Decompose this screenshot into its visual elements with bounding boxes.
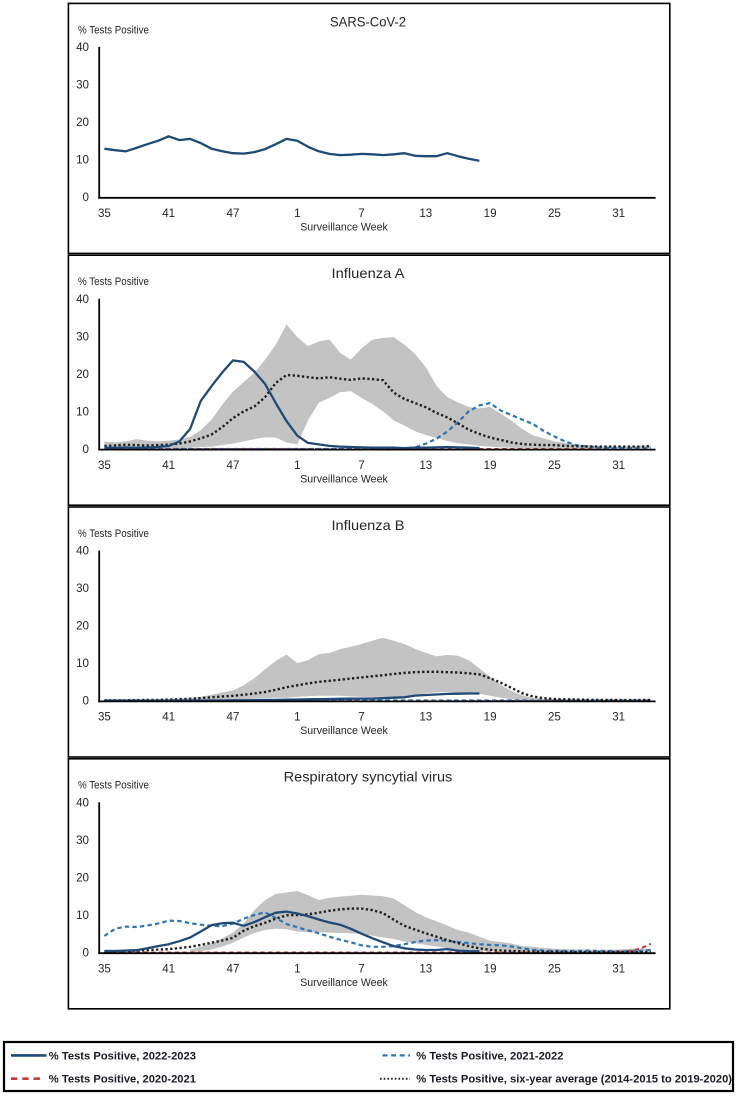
svg-text:1: 1 (294, 459, 300, 472)
svg-text:10: 10 (76, 405, 89, 418)
svg-text:Surveillance Week: Surveillance Week (300, 473, 388, 485)
svg-text:40: 40 (76, 293, 89, 306)
svg-text:25: 25 (548, 207, 561, 220)
svg-text:47: 47 (227, 711, 240, 724)
svg-text:35: 35 (98, 207, 111, 220)
svg-text:% Tests Positive: % Tests Positive (78, 528, 149, 540)
svg-text:Respiratory syncytial virus: Respiratory syncytial virus (284, 770, 453, 785)
svg-text:30: 30 (76, 330, 89, 343)
svg-text:47: 47 (227, 962, 240, 975)
svg-text:41: 41 (162, 207, 175, 220)
svg-text:7: 7 (358, 711, 364, 724)
svg-text:1: 1 (294, 207, 300, 220)
svg-text:% Tests Positive: % Tests Positive (78, 780, 149, 792)
svg-text:1: 1 (294, 962, 300, 975)
svg-text:% Tests Positive, 2020-2021: % Tests Positive, 2020-2021 (49, 1074, 196, 1086)
svg-text:10: 10 (76, 909, 89, 922)
svg-text:0: 0 (83, 946, 89, 959)
svg-text:% Tests Positive, 2022-2023: % Tests Positive, 2022-2023 (49, 1050, 196, 1062)
svg-text:30: 30 (76, 79, 89, 92)
svg-text:% Tests Positive: % Tests Positive (78, 24, 149, 36)
svg-text:19: 19 (484, 459, 497, 472)
svg-text:10: 10 (76, 657, 89, 670)
svg-text:10: 10 (76, 154, 89, 167)
svg-text:1: 1 (294, 711, 300, 724)
svg-text:13: 13 (419, 459, 432, 472)
svg-text:25: 25 (548, 962, 561, 975)
svg-text:Surveillance Week: Surveillance Week (300, 222, 388, 234)
svg-text:20: 20 (76, 871, 89, 884)
svg-text:13: 13 (419, 711, 432, 724)
svg-text:47: 47 (227, 459, 240, 472)
svg-text:30: 30 (76, 582, 89, 595)
svg-text:7: 7 (358, 207, 364, 220)
svg-text:Influenza A: Influenza A (332, 266, 406, 281)
svg-text:% Tests Positive: % Tests Positive (78, 276, 149, 288)
svg-text:41: 41 (162, 711, 175, 724)
svg-text:25: 25 (548, 459, 561, 472)
svg-text:13: 13 (419, 207, 432, 220)
svg-text:19: 19 (484, 711, 497, 724)
svg-text:19: 19 (484, 962, 497, 975)
svg-text:% Tests Positive, 2021-2022: % Tests Positive, 2021-2022 (416, 1050, 563, 1062)
svg-text:41: 41 (162, 459, 175, 472)
svg-text:0: 0 (83, 191, 89, 204)
svg-text:20: 20 (76, 116, 89, 129)
svg-text:40: 40 (76, 41, 89, 54)
svg-text:31: 31 (612, 459, 625, 472)
svg-text:7: 7 (358, 962, 364, 975)
svg-text:Surveillance Week: Surveillance Week (300, 977, 388, 989)
svg-text:40: 40 (76, 796, 89, 809)
svg-text:20: 20 (76, 620, 89, 633)
svg-text:31: 31 (612, 962, 625, 975)
svg-text:19: 19 (484, 207, 497, 220)
svg-text:35: 35 (98, 459, 111, 472)
svg-text:13: 13 (419, 962, 432, 975)
svg-text:SARS-CoV-2: SARS-CoV-2 (330, 14, 406, 29)
svg-text:35: 35 (98, 962, 111, 975)
svg-text:0: 0 (83, 695, 89, 708)
svg-text:31: 31 (612, 207, 625, 220)
svg-text:20: 20 (76, 368, 89, 381)
svg-text:40: 40 (76, 545, 89, 558)
svg-text:Surveillance Week: Surveillance Week (300, 725, 388, 737)
svg-text:35: 35 (98, 711, 111, 724)
svg-text:7: 7 (358, 459, 364, 472)
svg-text:41: 41 (162, 962, 175, 975)
svg-text:25: 25 (548, 711, 561, 724)
svg-text:30: 30 (76, 834, 89, 847)
svg-text:0: 0 (83, 443, 89, 456)
svg-text:Influenza B: Influenza B (332, 518, 405, 533)
svg-text:47: 47 (227, 207, 240, 220)
svg-text:31: 31 (612, 711, 625, 724)
svg-text:% Tests Positive, six-year ave: % Tests Positive, six-year average (2014… (416, 1074, 732, 1086)
